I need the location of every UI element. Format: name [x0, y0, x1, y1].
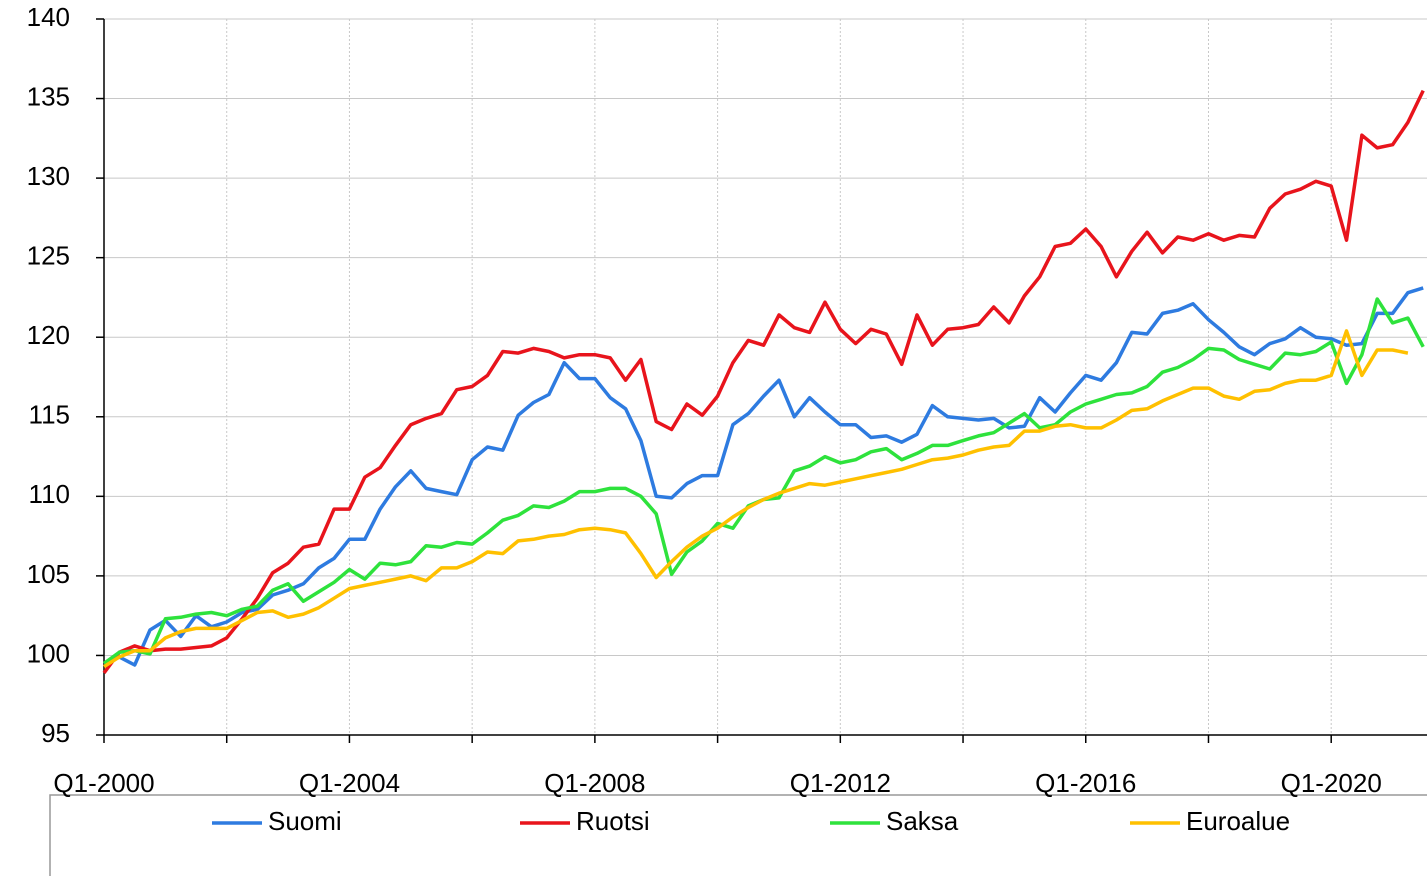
x-tick-label: Q1-2020 [1281, 768, 1382, 798]
y-tick-label: 140 [27, 2, 70, 32]
x-tick-label: Q1-2004 [299, 768, 400, 798]
legend-label: Saksa [886, 806, 959, 836]
y-tick-label: 120 [27, 320, 70, 350]
legend-label: Suomi [268, 806, 342, 836]
y-tick-label: 135 [27, 81, 70, 111]
y-tick-label: 130 [27, 161, 70, 191]
y-tick-label: 105 [27, 559, 70, 589]
legend-label: Euroalue [1186, 806, 1290, 836]
x-tick-label: Q1-2016 [1035, 768, 1136, 798]
x-tick-label: Q1-2000 [53, 768, 154, 798]
series-line [102, 297, 1425, 665]
y-tick-label: 100 [27, 638, 70, 668]
series-line [102, 89, 1425, 674]
legend-box [49, 794, 1427, 876]
legend-label: Ruotsi [576, 806, 650, 836]
y-tick-label: 110 [29, 479, 70, 509]
y-tick-label: 125 [27, 241, 70, 271]
series-line [103, 329, 1409, 669]
series-line [103, 286, 1424, 667]
y-tick-label: 115 [29, 400, 70, 430]
y-tick-label: 95 [41, 718, 70, 748]
x-tick-label: Q1-2012 [790, 768, 891, 798]
x-tick-label: Q1-2008 [544, 768, 645, 798]
